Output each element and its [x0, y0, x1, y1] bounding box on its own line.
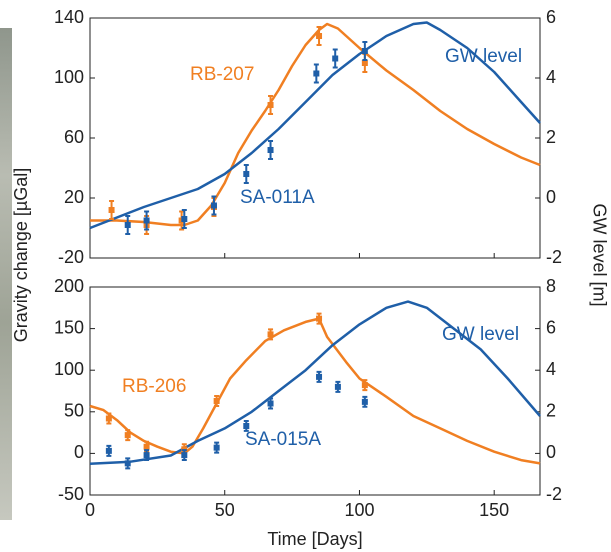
error-bar-point: [267, 95, 274, 115]
error-bar-point: [361, 395, 368, 408]
error-bar-point: [267, 397, 274, 410]
x-tick-label: 0: [85, 500, 95, 520]
error-bar-point: [334, 380, 341, 393]
data-line: [89, 21, 541, 230]
y-tick-label: 140: [54, 7, 84, 27]
data-line: [89, 317, 541, 465]
y-tick-label: -20: [58, 247, 84, 267]
error-bar-point: [316, 370, 323, 383]
x-axis-label: Time [Days]: [267, 529, 362, 549]
error-bar-point: [361, 379, 368, 392]
aerial-photo-strip: [0, 28, 12, 520]
error-bar-point: [143, 210, 150, 231]
series-annotation: SA-011A: [240, 187, 315, 208]
error-bar-point: [267, 328, 274, 341]
error-bar-point: [243, 164, 250, 184]
y-tick-label: 100: [54, 67, 84, 87]
y-tick-label: 100: [54, 359, 84, 379]
error-bar-point: [213, 441, 220, 454]
y2-tick-label: 2: [546, 401, 556, 421]
y2-tick-label: 0: [546, 442, 556, 462]
error-bar-point: [108, 200, 115, 220]
y-axis-label: Gravity change [µGal]: [11, 168, 31, 342]
series-annotation: RB-206: [122, 376, 186, 397]
y2-tick-label: 8: [546, 276, 556, 296]
error-bar-point: [124, 215, 131, 235]
error-bar-point: [124, 457, 131, 470]
y2-tick-label: 4: [546, 67, 556, 87]
y2-tick-label: 2: [546, 127, 556, 147]
y2-tick-label: 4: [546, 359, 556, 379]
error-bar-point: [361, 41, 368, 61]
y-tick-label: -50: [58, 484, 84, 504]
error-bar-point: [124, 429, 131, 442]
error-bar-point: [210, 195, 217, 216]
error-bar-point: [143, 440, 150, 453]
y2-tick-label: 6: [546, 317, 556, 337]
y-tick-label: 0: [74, 442, 84, 462]
y-tick-label: 50: [64, 401, 84, 421]
error-bar-point: [213, 394, 220, 407]
y2-tick-label: 0: [546, 187, 556, 207]
y2-tick-label: -2: [546, 247, 562, 267]
x-tick-label: 150: [479, 500, 509, 520]
error-bar-point: [243, 419, 250, 432]
error-bar-point: [143, 449, 150, 462]
series-annotation: GW level: [445, 46, 522, 67]
error-bar-point: [267, 140, 274, 160]
error-bar-point: [105, 412, 112, 425]
y-tick-label: 20: [64, 187, 84, 207]
data-line: [89, 300, 541, 466]
error-bar-point: [316, 26, 323, 46]
y-tick-label: 60: [64, 127, 84, 147]
error-bar-point: [105, 444, 112, 457]
plot-frame: [89, 286, 541, 496]
y-tick-label: 200: [54, 276, 84, 296]
series-annotation: GW level: [442, 324, 519, 345]
error-bar-point: [313, 63, 320, 84]
y-tick-label: 150: [54, 317, 84, 337]
y2-tick-label: 6: [546, 7, 556, 27]
x-tick-label: 100: [344, 500, 374, 520]
error-bar-point: [332, 48, 339, 69]
series-annotation: RB-207: [190, 64, 254, 85]
x-tick-label: 50: [215, 500, 235, 520]
error-bar-point: [316, 312, 323, 325]
y2-axis-label: GW level [m]: [589, 203, 609, 306]
series-annotation: SA-015A: [245, 429, 321, 450]
error-bar-point: [181, 209, 188, 229]
error-bar-point: [181, 449, 188, 462]
y2-tick-label: -2: [546, 484, 562, 504]
